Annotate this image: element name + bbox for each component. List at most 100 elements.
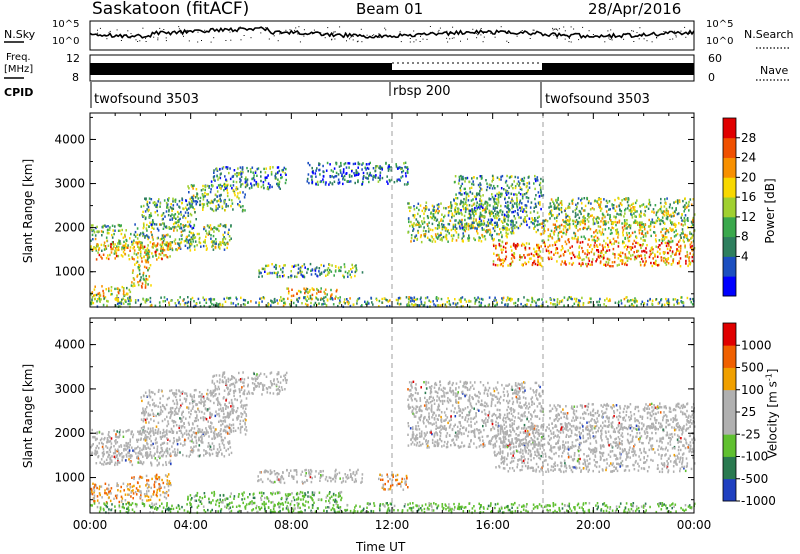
data-cell [502,221,504,224]
data-cell [380,166,383,169]
data-cell [174,238,177,241]
data-cell [549,244,551,247]
data-cell [184,216,187,220]
data-cell [324,183,327,186]
nsearch-point [568,41,570,43]
data-cell [203,304,206,308]
data-cell [405,296,408,299]
data-cell [491,174,494,178]
data-cell [99,461,101,464]
data-cell [663,256,666,260]
data-cell [646,303,649,306]
data-cell [683,233,686,237]
data-cell [207,445,209,448]
data-cell [682,239,685,242]
data-cell [577,238,579,241]
data-cell [163,224,166,227]
data-cell [159,238,162,241]
data-cell [144,301,147,304]
data-cell [583,216,585,219]
data-cell [558,207,560,210]
data-cell [470,199,473,202]
data-cell [321,303,323,306]
data-cell [677,249,680,252]
data-cell [685,201,688,205]
data-cell [223,446,226,449]
data-cell [156,244,159,247]
data-cell [108,431,110,434]
data-cell [603,239,605,243]
data-cell [686,255,689,258]
data-cell [100,230,103,233]
data-cell [634,230,636,234]
data-cell [645,247,647,250]
data-cell [106,239,108,242]
data-cell [155,202,157,205]
data-cell [189,450,192,453]
data-cell [529,211,532,214]
data-cell [632,304,635,307]
data-cell [339,169,342,172]
data-cell [211,228,214,231]
data-cell [680,232,683,235]
data-cell [672,298,675,301]
data-cell [463,207,465,210]
data-cell [130,430,133,433]
data-cell [579,210,582,213]
data-cell [187,432,190,436]
data-cell [193,435,196,439]
data-cell [282,266,284,270]
data-cell [586,253,589,256]
data-cell [414,235,416,238]
data-cell [183,229,186,232]
data-cell [213,303,215,307]
data-cell [198,241,201,244]
data-cell [242,303,245,306]
data-cell [250,186,253,189]
nsearch-point [639,27,641,29]
data-cell [431,240,434,243]
data-cell [682,205,685,209]
data-cell [506,227,508,230]
data-cell [163,451,166,454]
data-cell [125,229,127,232]
data-cell [118,239,120,242]
data-cell [351,263,353,267]
data-cell [558,203,560,206]
data-cell [670,221,672,225]
data-cell [604,245,606,249]
data-cell [564,250,567,253]
data-cell [123,287,125,290]
data-cell [558,224,561,228]
data-cell [344,178,346,181]
data-cell [608,208,610,211]
data-cell [534,177,536,181]
data-cell [367,167,370,170]
data-cell [493,244,495,248]
data-cell [535,250,538,253]
data-cell [97,245,99,248]
data-cell [545,300,548,303]
data-cell [249,168,252,171]
data-cell [502,228,504,231]
data-cell [599,254,602,258]
data-cell [626,207,629,210]
data-cell [105,236,108,239]
data-cell [625,296,627,299]
data-cell [102,294,105,298]
data-cell [465,193,468,196]
data-cell [666,216,669,219]
data-cell [164,299,166,303]
data-cell [192,206,194,209]
data-cell [405,166,408,169]
data-cell [577,213,579,216]
nsearch-point [183,35,184,37]
data-cell [148,250,151,253]
data-cell [375,174,377,177]
data-cell [202,240,205,244]
data-cell [119,242,122,245]
data-cell [445,207,447,210]
data-cell [461,223,463,226]
data-cell [285,173,287,176]
data-cell [506,222,508,226]
